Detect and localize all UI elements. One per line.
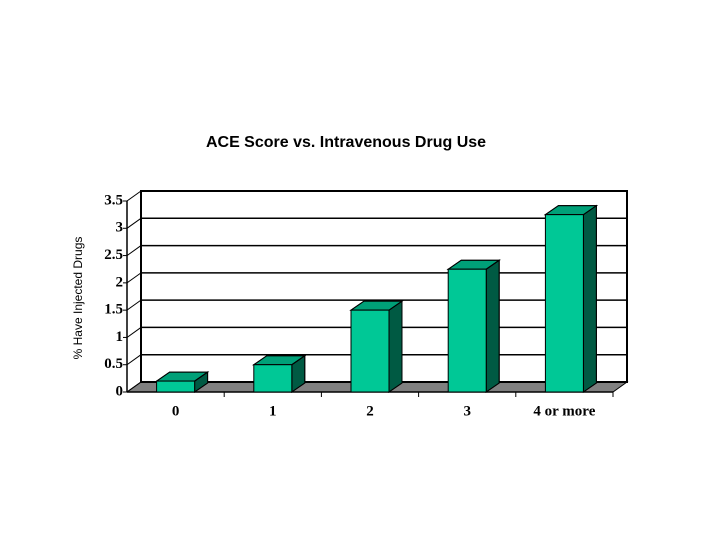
y-tick-label: 2 — [116, 274, 124, 290]
x-tick-label: 0 — [172, 403, 180, 419]
grid-line-side — [126, 354, 142, 366]
bar — [253, 364, 293, 393]
y-axis-label: % Have Injected Drugs — [71, 237, 85, 360]
x-tick-label: 1 — [269, 403, 277, 419]
bar — [350, 309, 390, 393]
grid-line-side — [126, 327, 142, 338]
bar-side-shade — [485, 259, 500, 393]
y-tick-label: 3.5 — [104, 192, 123, 208]
y-tick-label: 0 — [116, 383, 124, 399]
bar-side-shade — [388, 300, 403, 393]
grid-line-side — [126, 272, 142, 284]
y-tick-label: 0.5 — [104, 356, 123, 372]
grid-line-side — [126, 299, 142, 311]
y-tick-label: 1.5 — [104, 302, 123, 318]
bar — [447, 268, 487, 393]
grid-line-side — [126, 245, 142, 256]
y-tick-label: 1 — [116, 329, 124, 345]
x-tick-label: 4 or more — [533, 403, 595, 419]
bar-side-shade — [582, 204, 597, 393]
chart-title: ACE Score vs. Intravenous Drug Use — [206, 134, 486, 151]
x-tick-label: 2 — [366, 403, 374, 419]
x-tick-label: 3 — [463, 403, 471, 419]
y-tick-label: 3 — [116, 220, 124, 236]
grid-line-side — [126, 381, 142, 393]
grid-line-side — [126, 190, 142, 202]
bar — [544, 214, 584, 393]
grid-line-side — [126, 217, 142, 229]
bar — [156, 380, 196, 393]
y-tick-label: 2.5 — [104, 247, 123, 263]
